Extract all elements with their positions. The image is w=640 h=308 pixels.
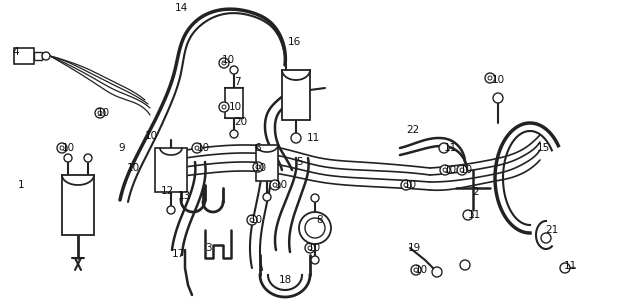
Circle shape	[305, 243, 315, 253]
Circle shape	[253, 162, 263, 172]
Text: 7: 7	[234, 77, 241, 87]
Bar	[225, 88, 243, 118]
Text: 11: 11	[307, 133, 320, 143]
Text: 4: 4	[12, 47, 19, 57]
Circle shape	[219, 102, 229, 112]
Text: 11: 11	[468, 210, 481, 220]
Text: 2: 2	[472, 187, 479, 197]
Circle shape	[460, 168, 464, 172]
Circle shape	[263, 193, 271, 201]
Circle shape	[311, 194, 319, 202]
Circle shape	[98, 111, 102, 115]
Text: 13: 13	[178, 191, 191, 201]
Circle shape	[230, 66, 238, 74]
Bar	[282, 70, 310, 120]
Circle shape	[308, 246, 312, 250]
Circle shape	[311, 256, 319, 264]
Circle shape	[219, 58, 229, 68]
Circle shape	[440, 165, 450, 175]
Circle shape	[291, 133, 301, 143]
Text: 12: 12	[161, 186, 174, 196]
Circle shape	[488, 76, 492, 80]
Circle shape	[256, 165, 260, 169]
Text: 10: 10	[254, 163, 267, 173]
Text: 18: 18	[278, 275, 292, 285]
Text: 10: 10	[415, 265, 428, 275]
Circle shape	[222, 61, 226, 65]
Circle shape	[541, 233, 551, 243]
Circle shape	[414, 268, 418, 272]
Bar	[62, 175, 94, 235]
Text: 8: 8	[316, 215, 323, 225]
Circle shape	[439, 143, 449, 153]
Bar	[155, 148, 187, 192]
Circle shape	[463, 210, 473, 220]
Text: 16: 16	[288, 37, 301, 47]
Text: 15: 15	[537, 143, 550, 153]
Text: 10: 10	[145, 131, 158, 141]
Circle shape	[401, 180, 411, 190]
Text: 10: 10	[197, 143, 210, 153]
Text: 10: 10	[97, 108, 110, 118]
Text: 10: 10	[250, 215, 263, 225]
Text: 10: 10	[275, 180, 288, 190]
Text: 21: 21	[545, 225, 558, 235]
Text: 11: 11	[564, 261, 577, 271]
Text: 10: 10	[492, 75, 505, 85]
Circle shape	[195, 146, 199, 150]
Circle shape	[247, 215, 257, 225]
Text: 10: 10	[222, 55, 235, 65]
Circle shape	[222, 105, 226, 109]
Text: 10: 10	[460, 165, 473, 175]
Circle shape	[411, 265, 421, 275]
Text: 14: 14	[175, 3, 188, 13]
Circle shape	[250, 218, 254, 222]
Text: 20: 20	[234, 117, 247, 127]
Circle shape	[167, 206, 175, 214]
Text: 1: 1	[18, 180, 24, 190]
Text: 22: 22	[406, 125, 419, 135]
Circle shape	[443, 168, 447, 172]
Circle shape	[192, 143, 202, 153]
Circle shape	[42, 52, 50, 60]
Text: 10: 10	[62, 143, 75, 153]
Circle shape	[305, 218, 325, 238]
Circle shape	[299, 212, 331, 244]
Circle shape	[485, 73, 495, 83]
Text: 6: 6	[254, 143, 260, 153]
Circle shape	[84, 154, 92, 162]
Circle shape	[432, 267, 442, 277]
Text: 19: 19	[408, 243, 421, 253]
Text: 5: 5	[296, 157, 303, 167]
Circle shape	[270, 180, 280, 190]
Bar	[14, 48, 34, 64]
Text: 3: 3	[205, 243, 212, 253]
Circle shape	[404, 183, 408, 187]
Text: 10: 10	[308, 243, 321, 253]
Circle shape	[230, 130, 238, 138]
Circle shape	[95, 108, 105, 118]
Text: 10: 10	[127, 163, 140, 173]
Circle shape	[273, 183, 277, 187]
Bar	[34, 52, 42, 60]
Circle shape	[560, 263, 570, 273]
Text: 11: 11	[444, 143, 457, 153]
Text: 10: 10	[229, 102, 242, 112]
Circle shape	[57, 143, 67, 153]
Text: 17: 17	[172, 249, 185, 259]
Text: 10: 10	[404, 180, 417, 190]
Bar	[256, 145, 278, 181]
Circle shape	[457, 165, 467, 175]
Circle shape	[64, 154, 72, 162]
Text: 9: 9	[118, 143, 125, 153]
Text: 10: 10	[444, 165, 457, 175]
Circle shape	[60, 146, 64, 150]
Circle shape	[493, 93, 503, 103]
Circle shape	[460, 260, 470, 270]
